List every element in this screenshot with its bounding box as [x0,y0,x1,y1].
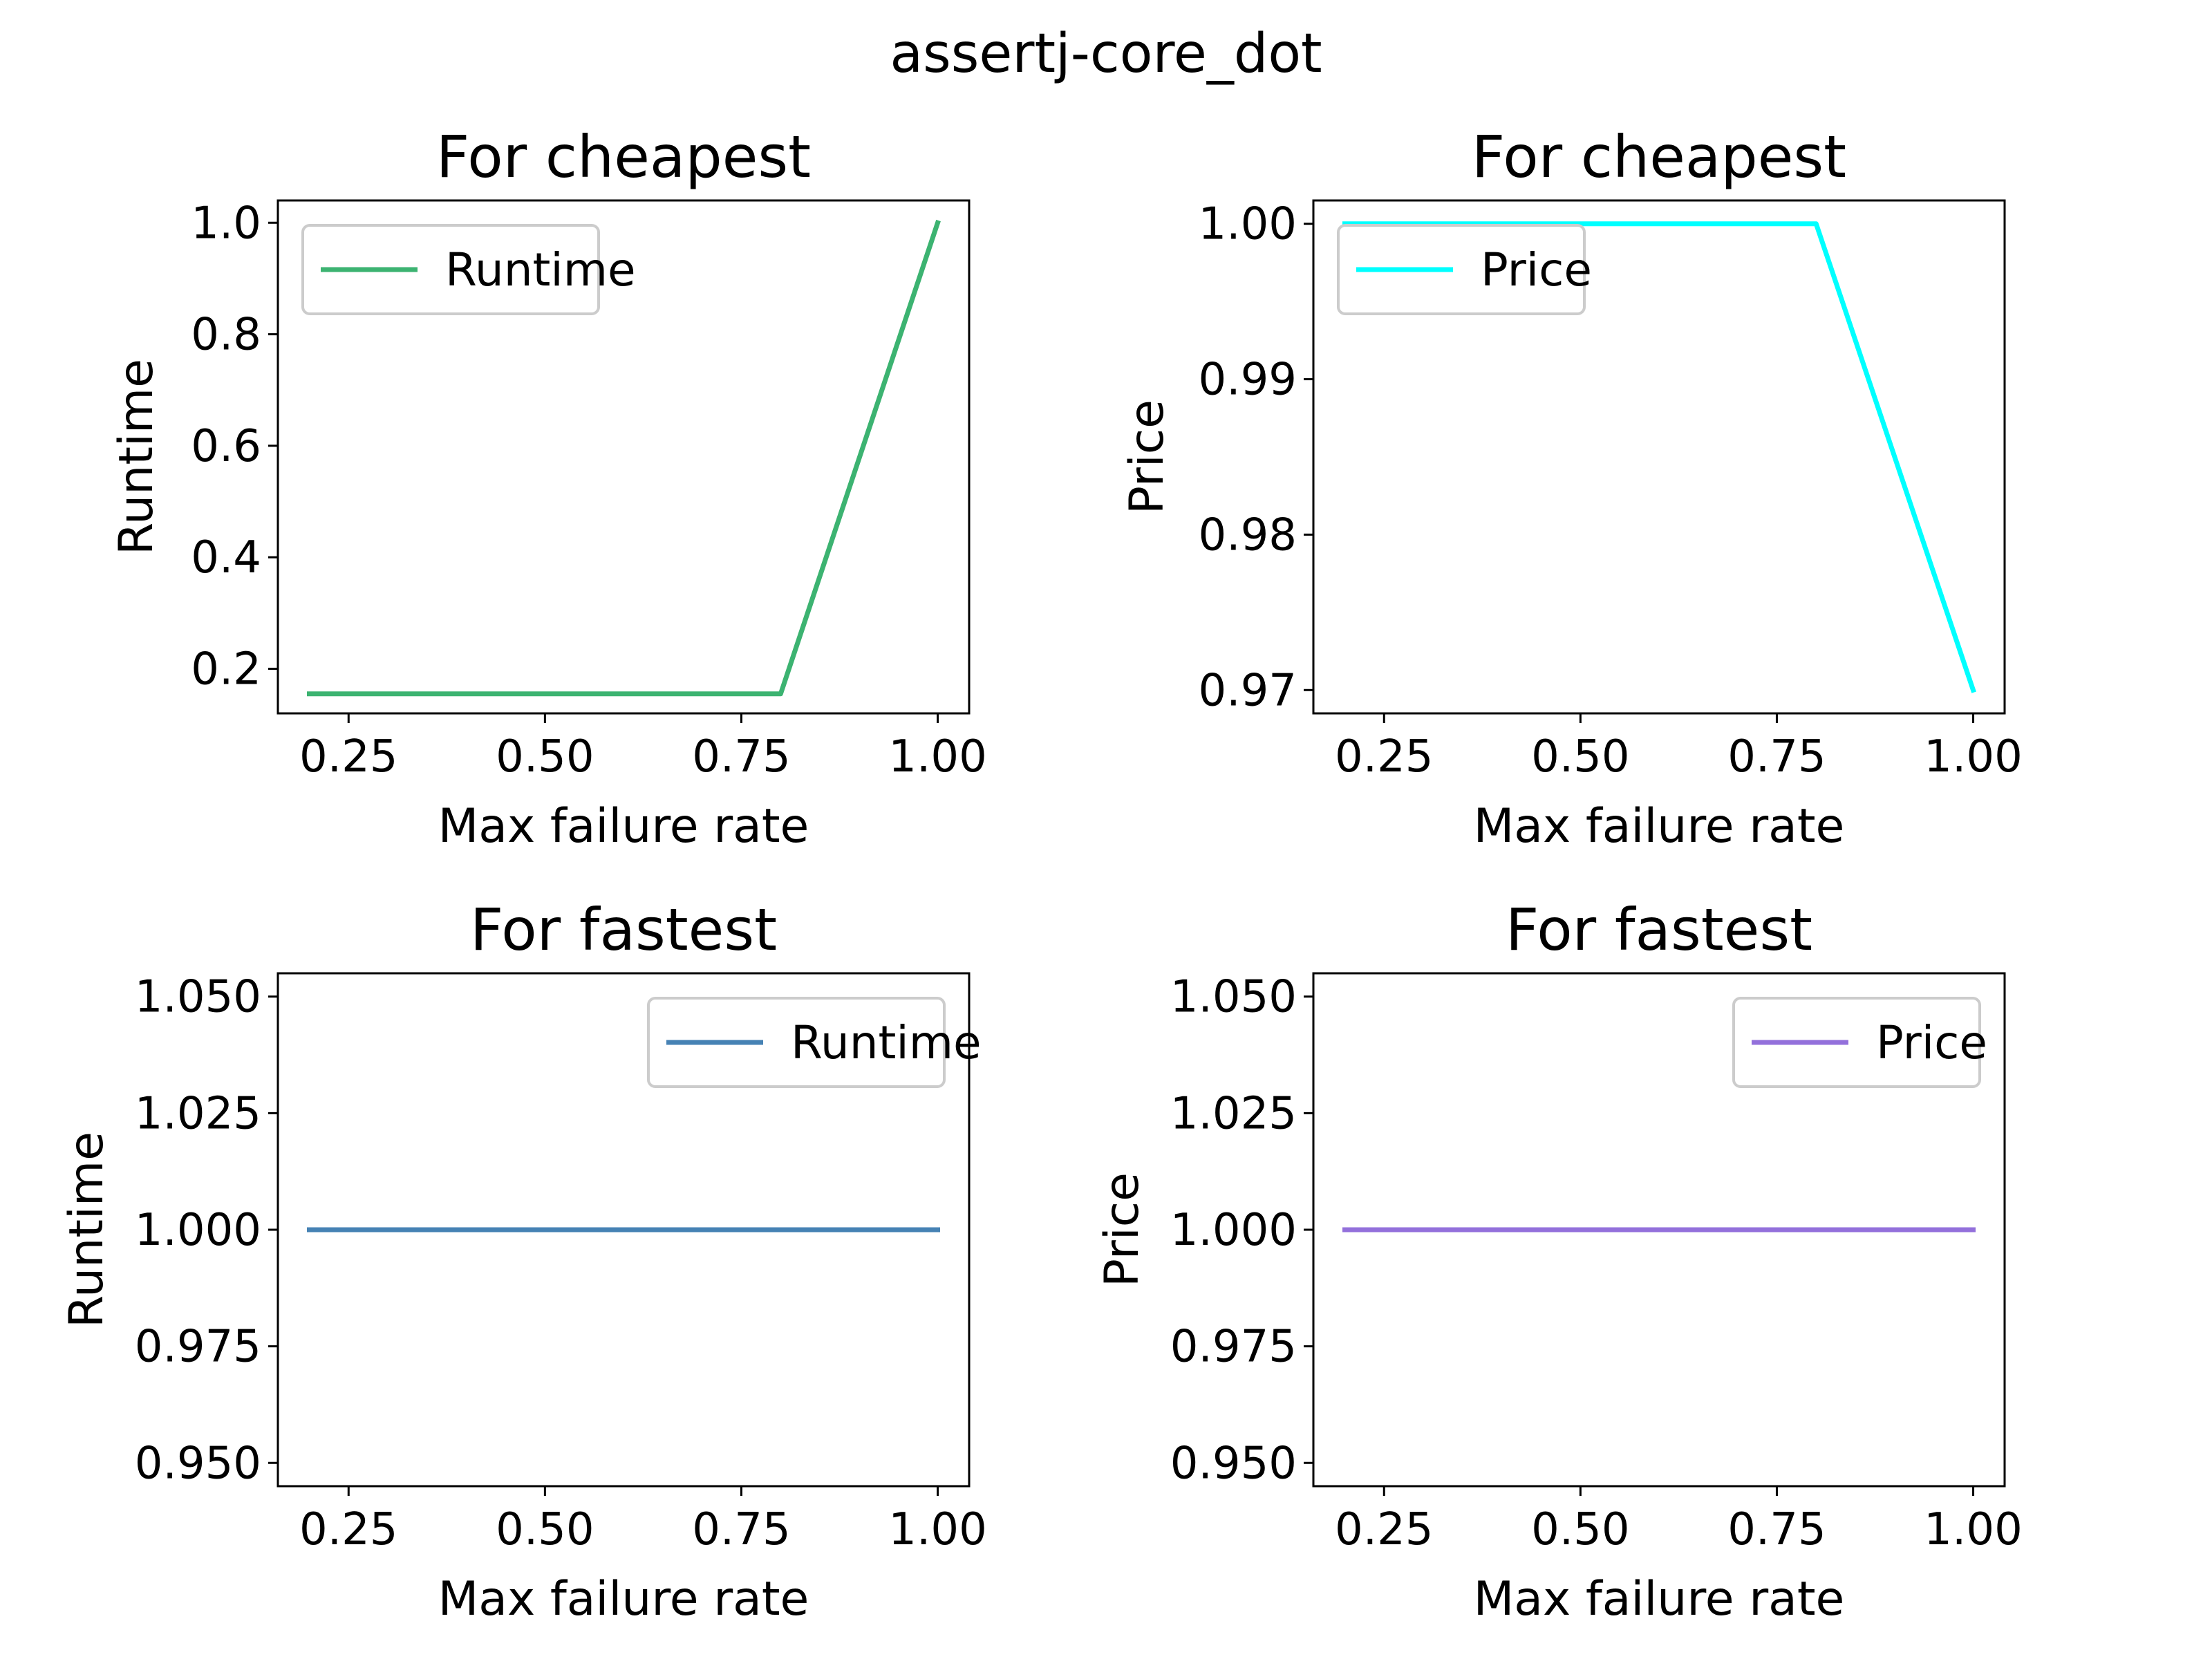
y-tick-label: 1.000 [1170,1205,1297,1256]
x-tick-label: 1.00 [888,731,987,782]
x-tick-label: 0.25 [1335,731,1434,782]
axes-frame [1312,199,2006,715]
legend: Runtime [647,997,982,1088]
y-tick-label: 0.97 [1199,665,1297,716]
legend: Runtime [301,224,636,315]
x-tick-label: 1.00 [888,1504,987,1555]
y-tick-label: 0.2 [191,644,261,695]
legend-label: Price [1876,1016,1987,1069]
x-tick-label: 0.50 [496,731,594,782]
subplot-4: For fastest 0.25 0.50 0.75 1.00 0.950 0.975 1.0… [1095,896,2023,1627]
y-axis-label: Runtime [59,1132,114,1328]
x-axis-label: Max failure rate [1474,1572,1845,1627]
x-axis-label: Max failure rate [1474,799,1845,854]
axes-frame [276,199,971,715]
x-tick-label: 0.25 [299,731,398,782]
subplot-1: For cheapest 0.25 0.50 0.75 1.00 0.2 0.4 0.6 0.8… [109,123,987,854]
x-tick-label: 0.75 [692,731,791,782]
y-tick-label: 0.4 [191,532,261,583]
x-tick-label: 0.25 [299,1504,398,1555]
legend: Price [1732,997,1987,1088]
y-tick-label: 1.025 [135,1088,261,1139]
subplot-2: For cheapest 0.25 0.50 0.75 1.00 0.97 0.98 0.99… [1120,123,2023,854]
y-axis-label: Runtime [109,359,164,555]
subplot-title: For fastest [470,896,777,964]
x-tick-label: 1.00 [1924,1504,2023,1555]
x-tick-label: 0.25 [1335,1504,1434,1555]
y-tick-label: 0.950 [135,1438,261,1489]
legend: Price [1337,224,1592,315]
y-tick-label: 1.000 [135,1205,261,1256]
x-axis-label: Max failure rate [438,1572,809,1627]
y-axis-label: Price [1120,400,1174,514]
subplot-3: For fastest 0.25 0.50 0.75 1.00 0.950 0.975 1.0… [59,896,987,1627]
legend-box [647,997,946,1088]
legend-label: Price [1481,243,1592,297]
legend-box [1732,997,1981,1088]
series-line-price [1342,221,1976,693]
y-tick-label: 0.99 [1199,355,1297,406]
x-tick-label: 0.75 [692,1504,791,1555]
subplot-grid: For cheapest 0.25 0.50 0.75 1.00 0.2 0.4 0.6 0.8… [59,123,2023,1627]
y-tick-label: 0.6 [191,421,261,472]
y-tick-label: 1.00 [1199,199,1297,250]
series-line-runtime [307,219,941,697]
y-tick-label: 0.98 [1199,509,1297,561]
subplot-title: For fastest [1506,896,1812,964]
x-axis-label: Max failure rate [438,799,809,854]
x-tick-label: 0.50 [1531,731,1630,782]
y-axis-label: Price [1095,1172,1150,1287]
y-tick-label: 1.050 [135,972,261,1023]
legend-label: Runtime [445,243,636,297]
legend-label: Runtime [791,1016,982,1069]
y-tick-label: 1.0 [191,198,261,249]
x-tick-label: 0.75 [1727,731,1826,782]
y-tick-label: 1.050 [1170,972,1297,1023]
legend-box [301,224,600,315]
y-tick-label: 0.950 [1170,1438,1297,1489]
subplot-title: For cheapest [1472,123,1846,191]
figure-suptitle: assertj-core_dot [890,23,1322,85]
x-tick-label: 0.75 [1727,1504,1826,1555]
y-tick-label: 1.025 [1170,1088,1297,1139]
y-tick-label: 0.975 [135,1322,261,1373]
legend-box [1337,224,1586,315]
y-tick-label: 0.975 [1170,1322,1297,1373]
x-tick-label: 0.50 [1531,1504,1630,1555]
x-tick-label: 1.00 [1924,731,2023,782]
x-tick-label: 0.50 [496,1504,594,1555]
subplot-title: For cheapest [436,123,811,191]
y-tick-label: 0.8 [191,310,261,361]
